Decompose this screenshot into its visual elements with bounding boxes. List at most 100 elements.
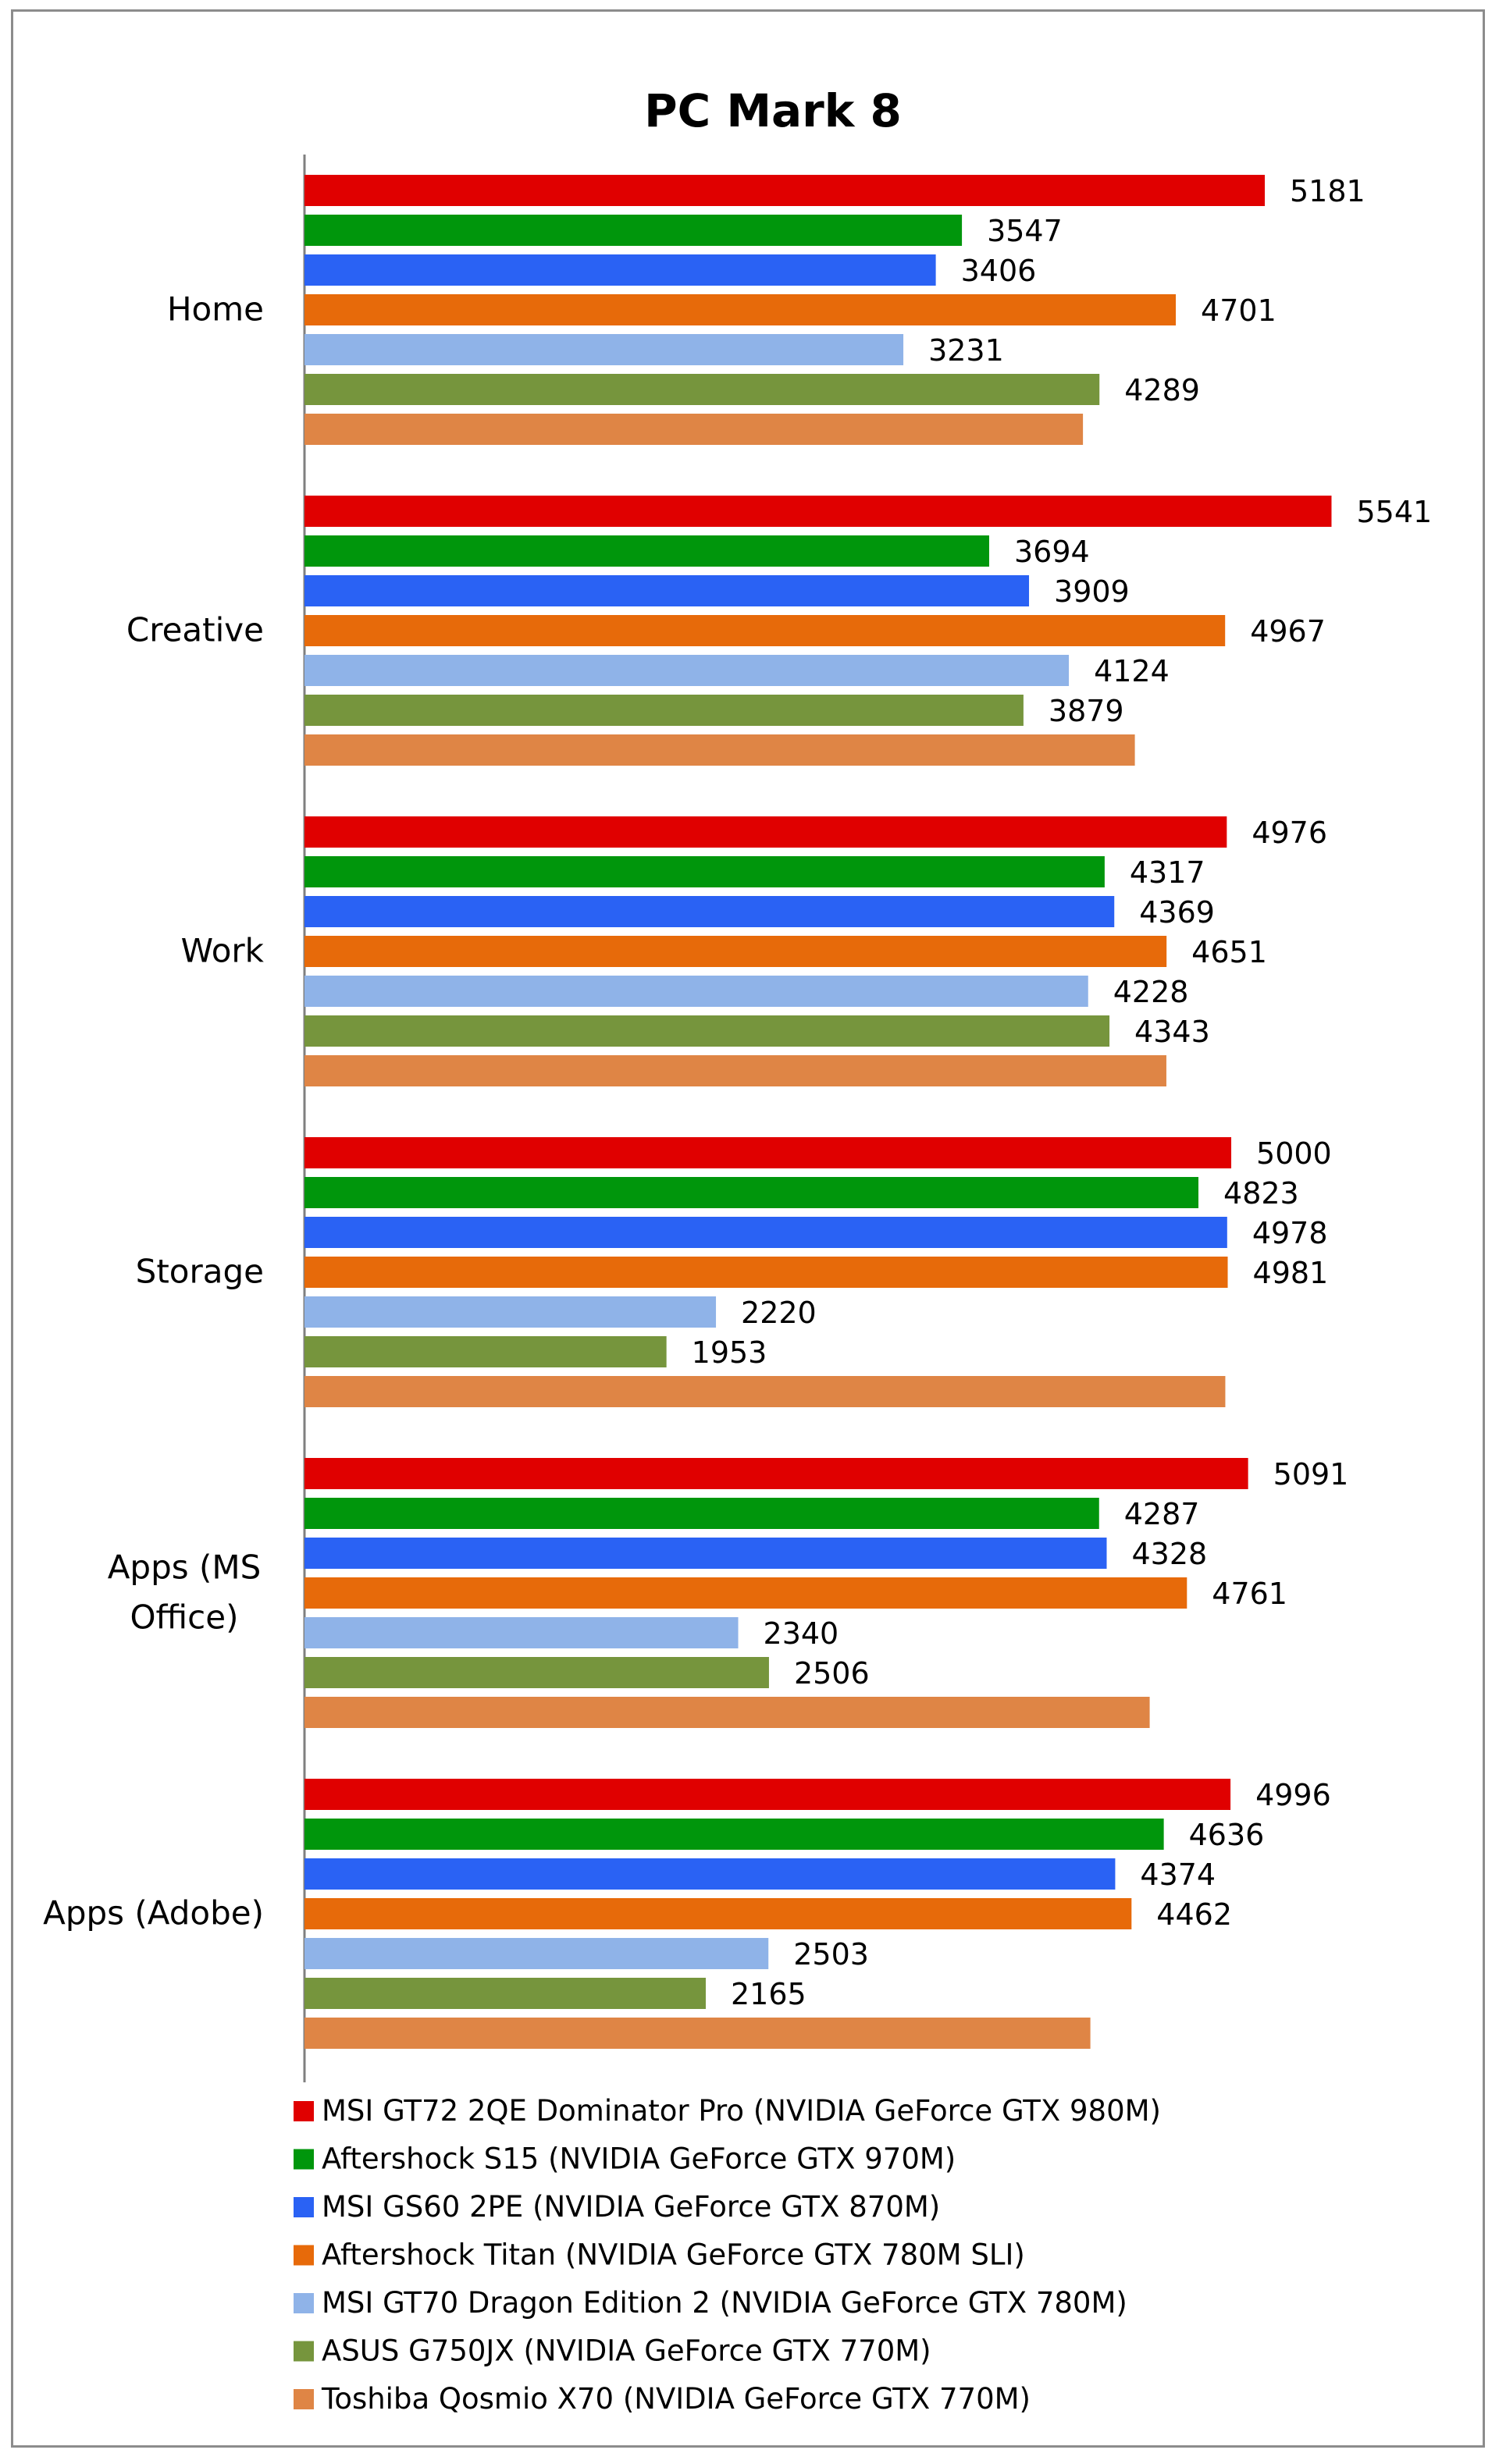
bar-5-1 xyxy=(304,334,904,365)
legend-swatch-1 xyxy=(294,2101,314,2121)
category-labels-layer: Home Creative Work Storage Apps (MS Office) Ap… xyxy=(43,290,265,1932)
value-label-5-1: 3231 xyxy=(928,333,1004,368)
bar-6-5 xyxy=(304,1657,769,1688)
bar-4-6 xyxy=(304,1898,1132,1929)
bar-3-2 xyxy=(304,575,1030,606)
value-label-4-3: 4651 xyxy=(1191,935,1267,969)
bar-1-3 xyxy=(304,816,1227,848)
category-label-6: Apps (Adobe) xyxy=(43,1894,264,1932)
bar-6-1 xyxy=(304,374,1100,405)
value-label-2-1: 3547 xyxy=(987,214,1063,248)
value-label-6-2: 3879 xyxy=(1049,694,1124,728)
bar-2-3 xyxy=(304,856,1105,887)
bar-3-1 xyxy=(304,254,936,286)
bar-7-1 xyxy=(304,414,1084,445)
bar-1-6 xyxy=(304,1779,1231,1810)
legend-swatch-5 xyxy=(294,2293,314,2313)
bar-4-2 xyxy=(304,615,1226,646)
legend-swatch-2 xyxy=(294,2149,314,2170)
value-label-5-6: 2503 xyxy=(793,1937,869,1972)
bar-5-5 xyxy=(304,1617,739,1648)
bar-4-1 xyxy=(304,294,1177,325)
value-label-3-3: 4369 xyxy=(1139,895,1215,930)
value-label-5-3: 4228 xyxy=(1113,975,1189,1009)
value-label-1-4: 5000 xyxy=(1256,1136,1332,1171)
category-label-5-line-2: Office) xyxy=(130,1598,239,1637)
legend-label-7: Toshiba Qosmio X70 (NVIDIA GeForce GTX 7… xyxy=(321,2382,1031,2416)
legend-swatch-3 xyxy=(294,2197,314,2217)
legend: MSI GT72 2QE Dominator Pro (NVIDIA GeFor… xyxy=(294,2094,1161,2416)
legend-label-4: Aftershock Titan (NVIDIA GeForce GTX 780… xyxy=(322,2238,1025,2272)
bar-3-4 xyxy=(304,1217,1227,1248)
value-label-4-4: 4981 xyxy=(1253,1256,1329,1290)
bar-1-5 xyxy=(304,1458,1248,1489)
bar-2-4 xyxy=(304,1177,1199,1208)
legend-swatch-4 xyxy=(294,2245,314,2266)
value-label-2-6: 4636 xyxy=(1189,1818,1265,1852)
bar-4-5 xyxy=(304,1577,1187,1609)
value-label-4-6: 4462 xyxy=(1156,1897,1232,1932)
bar-7-2 xyxy=(304,734,1135,766)
value-label-5-5: 2340 xyxy=(764,1616,839,1651)
value-label-4-1: 4701 xyxy=(1201,293,1276,328)
bar-7-3 xyxy=(304,1055,1166,1086)
legend-swatch-7 xyxy=(294,2389,314,2409)
legend-label-3: MSI GS60 2PE (NVIDIA GeForce GTX 870M) xyxy=(322,2190,940,2224)
value-label-3-1: 3406 xyxy=(961,254,1037,288)
bar-2-1 xyxy=(304,215,963,246)
value-label-1-1: 5181 xyxy=(1290,174,1365,208)
legend-label-5: MSI GT70 Dragon Edition 2 (NVIDIA GeForc… xyxy=(322,2286,1127,2320)
bar-6-6 xyxy=(304,1978,706,2009)
bar-4-4 xyxy=(304,1257,1228,1288)
bar-1-1 xyxy=(304,175,1266,206)
value-label-1-2: 5541 xyxy=(1356,495,1432,529)
value-label-6-3: 4343 xyxy=(1134,1015,1210,1049)
value-label-2-5: 4287 xyxy=(1124,1497,1200,1531)
value-label-1-5: 5091 xyxy=(1273,1457,1349,1492)
bar-3-6 xyxy=(304,1858,1116,1890)
value-label-6-5: 2506 xyxy=(794,1656,870,1691)
bar-1-2 xyxy=(304,496,1332,527)
bar-2-2 xyxy=(304,535,989,567)
bar-7-6 xyxy=(304,2018,1091,2049)
value-label-3-4: 4978 xyxy=(1252,1216,1328,1250)
value-label-6-6: 2165 xyxy=(731,1977,806,2011)
bar-6-4 xyxy=(304,1336,667,1367)
bar-7-5 xyxy=(304,1697,1150,1728)
value-label-4-5: 4761 xyxy=(1212,1577,1287,1611)
value-labels-layer: 5181 3547 3406 4701 3231 4289 5541 3694 3909 4967… xyxy=(692,174,1433,2011)
value-label-2-4: 4823 xyxy=(1223,1176,1299,1211)
value-label-3-6: 4374 xyxy=(1140,1858,1216,1892)
bar-6-2 xyxy=(304,695,1024,726)
category-label-4: Storage xyxy=(136,1253,264,1291)
bar-6-3 xyxy=(304,1015,1110,1047)
bars-layer xyxy=(304,175,1332,2049)
category-label-3: Work xyxy=(181,932,265,970)
value-label-1-6: 4996 xyxy=(1255,1778,1331,1812)
bar-7-4 xyxy=(304,1376,1226,1407)
value-label-3-2: 3909 xyxy=(1054,574,1130,609)
bar-5-3 xyxy=(304,976,1088,1007)
value-label-2-2: 3694 xyxy=(1014,535,1090,569)
bar-3-3 xyxy=(304,896,1115,927)
value-label-6-4: 1953 xyxy=(692,1335,767,1370)
legend-swatch-6 xyxy=(294,2341,314,2362)
category-label-5-line-1: Apps (MS xyxy=(108,1548,262,1587)
value-label-2-3: 4317 xyxy=(1130,855,1205,890)
bar-2-5 xyxy=(304,1498,1099,1529)
value-label-3-5: 4328 xyxy=(1131,1537,1207,1571)
bar-2-6 xyxy=(304,1819,1164,1850)
category-label-2: Creative xyxy=(126,611,264,649)
bar-1-4 xyxy=(304,1137,1232,1168)
bar-4-3 xyxy=(304,936,1167,967)
bar-5-4 xyxy=(304,1296,717,1328)
value-label-6-1: 4289 xyxy=(1124,373,1200,407)
legend-label-2: Aftershock S15 (NVIDIA GeForce GTX 970M) xyxy=(322,2142,956,2176)
chart-title: PC Mark 8 xyxy=(644,84,902,137)
value-label-5-2: 4124 xyxy=(1094,654,1170,688)
bar-5-2 xyxy=(304,655,1070,686)
legend-label-1: MSI GT72 2QE Dominator Pro (NVIDIA GeFor… xyxy=(322,2094,1161,2128)
category-label-1: Home xyxy=(167,290,264,329)
bar-3-5 xyxy=(304,1538,1107,1569)
